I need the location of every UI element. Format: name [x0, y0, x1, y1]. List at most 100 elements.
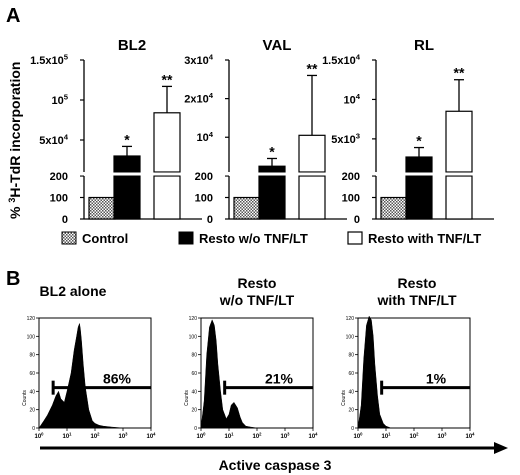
- y-axis-label: % 3H-TdR incorporation: [7, 62, 23, 219]
- bar: [298, 134, 326, 173]
- hist-x-tick-label: 100: [196, 432, 206, 440]
- hist-y-tick-label: 80: [191, 353, 197, 359]
- bar: [113, 175, 141, 220]
- hist-x-tick-label: 102: [409, 432, 419, 440]
- y-tick-label: 2x104: [184, 91, 213, 105]
- hist-x-tick-label: 103: [118, 432, 128, 440]
- histogram-area: [200, 319, 313, 429]
- histogram-title: with TNF/LT: [376, 292, 456, 308]
- legend-label-resto-without: Resto w/o TNF/LT: [199, 231, 308, 246]
- y-tick-label: 100: [50, 193, 68, 205]
- y-axis-label-superscript: 3: [7, 198, 17, 203]
- hist-x-tick-label: 104: [308, 432, 318, 440]
- y-tick-label: 100: [195, 193, 213, 205]
- y-tick-label: 1.5x104: [322, 53, 361, 67]
- y-tick-label: 0: [207, 214, 213, 226]
- y-tick-label: 5x104: [39, 133, 68, 147]
- bar: [445, 175, 473, 220]
- significance-marker: **: [162, 71, 173, 87]
- axis-break: [225, 172, 345, 176]
- bar: [258, 175, 286, 220]
- hist-y-tick-label: 20: [29, 408, 35, 414]
- bar: [405, 175, 433, 220]
- y-tick-label: 0: [62, 214, 68, 226]
- bar: [445, 110, 473, 173]
- hist-y-tick-label: 20: [191, 408, 197, 414]
- y-tick-label: 100: [342, 193, 360, 205]
- hist-x-tick-label: 101: [224, 432, 234, 440]
- histogram-title: w/o TNF/LT: [219, 292, 295, 308]
- chart-title: BL2: [118, 37, 146, 54]
- hist-x-tick-label: 100: [353, 432, 363, 440]
- bar: [298, 175, 326, 220]
- hist-y-tick-label: 120: [346, 316, 355, 322]
- hist-y-tick-label: 40: [348, 389, 354, 395]
- bar: [380, 196, 408, 220]
- hist-y-tick-label: 120: [189, 316, 198, 322]
- legend: Control Resto w/o TNF/LT Resto with TNF/…: [61, 231, 481, 246]
- hist-y-tick-label: 100: [27, 334, 36, 340]
- legend-swatch-resto-without: [178, 231, 194, 245]
- significance-marker: *: [124, 131, 130, 147]
- hist-y-tick-label: 80: [29, 353, 35, 359]
- hist-x-tick-label: 103: [437, 432, 447, 440]
- hist-x-tick-label: 104: [146, 432, 156, 440]
- hist-y-tick-label: 60: [29, 371, 35, 377]
- hist-y-tick-label: 120: [27, 316, 36, 322]
- hist-y-tick-label: 0: [194, 426, 197, 432]
- axis-break: [80, 172, 200, 176]
- bar: [153, 175, 181, 220]
- histogram-3: 0 20 40 60 80 100 120 Counts 100 101 102 103 104 1%: [341, 315, 475, 440]
- y-tick-label: 0: [354, 214, 360, 226]
- histogram-area: [38, 322, 151, 429]
- histogram-title: Resto: [238, 275, 277, 291]
- hist-y-tick-label: 0: [32, 426, 35, 432]
- hist-x-tick-label: 103: [280, 432, 290, 440]
- y-tick-label: 5x103: [331, 131, 360, 145]
- legend-swatch-control: [61, 231, 77, 245]
- gate-percentage: 21%: [265, 371, 294, 387]
- hist-y-axis-label: Counts: [341, 390, 347, 406]
- hist-y-tick-label: 60: [191, 371, 197, 377]
- chart-title: VAL: [263, 37, 292, 54]
- y-tick-label: 3x104: [184, 53, 213, 67]
- hist-x-tick-label: 102: [252, 432, 262, 440]
- bar: [113, 155, 141, 173]
- bar: [405, 156, 433, 173]
- hist-y-tick-label: 60: [348, 371, 354, 377]
- significance-marker: **: [454, 65, 465, 81]
- y-axis-label-main: H-TdR incorporation: [7, 62, 23, 198]
- y-tick-label: 104: [343, 92, 360, 106]
- y-tick-label: 200: [50, 171, 68, 183]
- hist-y-tick-label: 0: [351, 426, 354, 432]
- caspase-arrow: [40, 442, 508, 454]
- hist-x-tick-label: 101: [381, 432, 391, 440]
- hist-y-tick-label: 100: [346, 334, 355, 340]
- hist-x-tick-label: 101: [62, 432, 72, 440]
- gate-percentage: 1%: [426, 371, 447, 387]
- bar: [233, 196, 261, 220]
- panel-b-letter: B: [6, 268, 20, 290]
- hist-y-tick-label: 100: [189, 334, 198, 340]
- histogram-title: Resto: [398, 275, 437, 291]
- hist-y-tick-label: 80: [348, 353, 354, 359]
- caspase-axis-label: Active caspase 3: [219, 457, 332, 473]
- significance-marker: *: [416, 133, 422, 149]
- histogram-2: 0 20 40 60 80 100 120 Counts 100 101 102 103 104 21%: [184, 316, 318, 440]
- significance-marker: *: [269, 143, 275, 159]
- y-tick-label: 200: [195, 171, 213, 183]
- hist-y-axis-label: Counts: [184, 390, 190, 406]
- axis-break: [372, 172, 492, 176]
- legend-label-control: Control: [82, 231, 128, 246]
- hist-y-tick-label: 20: [348, 408, 354, 414]
- bar: [153, 112, 181, 173]
- histogram-title: BL2 alone: [40, 283, 107, 299]
- significance-marker: **: [307, 60, 318, 76]
- y-tick-label: 1.5x105: [30, 53, 69, 67]
- histogram-1: 0 20 40 60 80 100 120 Counts 100 101 102 103 104 86%: [22, 316, 156, 440]
